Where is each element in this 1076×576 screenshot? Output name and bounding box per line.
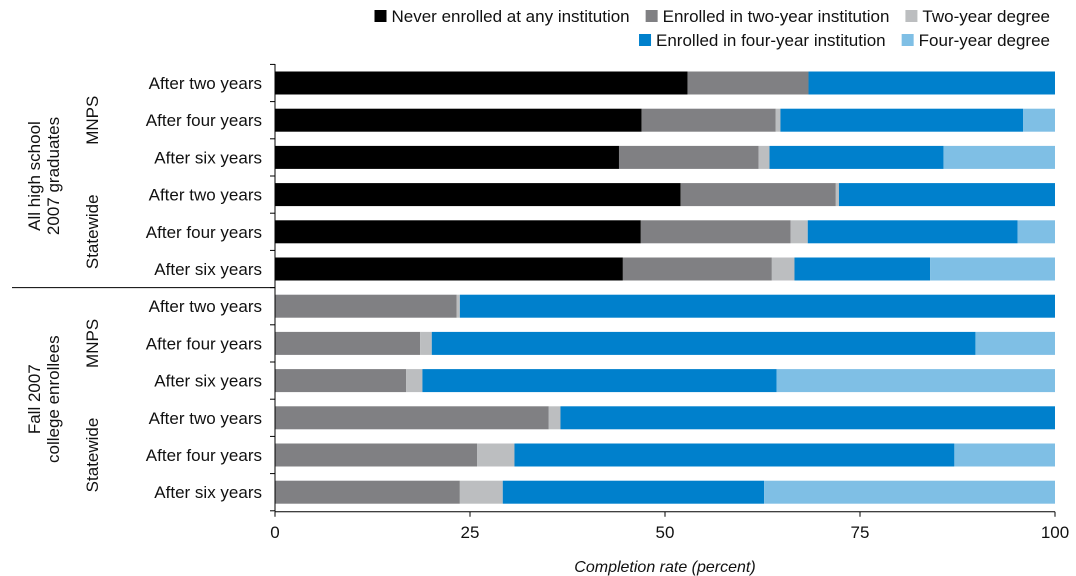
bar-segment-row5-series0 (275, 257, 623, 281)
bar-segment-row8-series3 (422, 369, 777, 393)
x-tick-label: 100 (1041, 523, 1069, 542)
legend-label: Enrolled in four-year institution (656, 31, 886, 50)
bar-segment-row6-series1 (275, 294, 457, 318)
subgroup-label: MNPS (83, 96, 102, 145)
bar-segment-row3-series1 (680, 183, 836, 207)
bar-segment-row7-series2 (420, 331, 432, 355)
bar-segment-row1-series1 (641, 108, 776, 132)
bar-segment-row4-series3 (807, 220, 1018, 244)
subgroup-label: MNPS (83, 319, 102, 368)
bar-segment-row10-series2 (477, 443, 515, 467)
bar-segment-row1-series2 (775, 108, 781, 132)
x-axis-label: Completion rate (percent) (574, 559, 755, 576)
bar-segment-row5-series2 (771, 257, 795, 281)
bar-segment-row1-series0 (275, 108, 642, 132)
bar-segment-row11-series1 (275, 480, 460, 504)
bar-segment-row2-series0 (275, 145, 619, 169)
legend-label: Never enrolled at any institution (392, 7, 630, 26)
bar-segment-row8-series4 (776, 369, 1055, 393)
legend-label: Two-year degree (922, 7, 1050, 26)
bar-segment-row0-series3 (808, 71, 1055, 95)
bar-segment-row11-series2 (459, 480, 503, 504)
group-labels: MNPS Statewide MNPS Statewide All high schoo… (25, 96, 102, 493)
bar-segment-row10-series1 (275, 443, 478, 467)
bar-segment-row5-series1 (622, 257, 772, 281)
bar-segment-row6-series2 (456, 294, 460, 318)
bar-segment-row3-series3 (838, 183, 1055, 207)
bar-segment-row2-series2 (758, 145, 770, 169)
bar-segment-row7-series1 (275, 331, 421, 355)
legend: Never enrolled at any institution Enrolle… (374, 7, 1050, 50)
bar-segment-row9-series1 (275, 406, 549, 430)
row-label: After six years (154, 260, 262, 279)
group-label: Fall 2007college enrollees (25, 335, 63, 463)
row-label: After two years (149, 186, 262, 205)
bar-segment-row4-series1 (640, 220, 791, 244)
bar-segment-row5-series3 (794, 257, 931, 281)
bar-segment-row10-series3 (514, 443, 955, 467)
bar-segment-row1-series3 (780, 108, 1024, 132)
row-label: After four years (146, 446, 262, 465)
bar-segment-row3-series2 (835, 183, 839, 207)
axes: 0 25 50 75 100 (12, 63, 1069, 542)
row-label: After two years (149, 409, 262, 428)
bar-segment-row2-series3 (769, 145, 944, 169)
bar-segment-row1-series4 (1023, 108, 1055, 132)
row-label: After six years (154, 148, 262, 167)
row-label: After two years (149, 297, 262, 316)
x-tick-label: 50 (656, 523, 675, 542)
bar-segment-row6-series3 (459, 294, 1055, 318)
legend-swatch (645, 10, 658, 22)
bar-segment-row7-series4 (975, 331, 1055, 355)
row-label: After four years (146, 111, 262, 130)
legend-label: Four-year degree (919, 31, 1050, 50)
x-tick-label: 75 (851, 523, 870, 542)
bar-segment-row11-series3 (502, 480, 765, 504)
legend-label: Enrolled in two-year institution (663, 7, 890, 26)
legend-swatch (901, 34, 914, 46)
legend-swatch (374, 10, 387, 22)
bar-segment-row0-series0 (275, 71, 688, 95)
subgroup-label: Statewide (83, 418, 102, 493)
bar-segment-row4-series2 (790, 220, 808, 244)
row-label: After four years (146, 334, 262, 353)
bar-segment-row7-series3 (431, 331, 976, 355)
bar-segment-row2-series4 (943, 145, 1055, 169)
bars (275, 71, 1055, 504)
bar-segment-row3-series0 (275, 183, 681, 207)
subgroup-label: Statewide (83, 194, 102, 269)
bar-segment-row4-series4 (1017, 220, 1055, 244)
bar-segment-row0-series1 (687, 71, 809, 95)
row-label: After four years (146, 223, 262, 242)
bar-segment-row8-series1 (275, 369, 407, 393)
row-label: After two years (149, 74, 262, 93)
row-label: After six years (154, 483, 262, 502)
legend-swatch (639, 34, 652, 46)
row-labels: After two years After four years After six… (146, 74, 262, 502)
x-tick-label: 25 (461, 523, 480, 542)
bar-segment-row4-series0 (275, 220, 641, 244)
bar-segment-row11-series4 (764, 480, 1055, 504)
bar-segment-row10-series4 (954, 443, 1055, 467)
bar-segment-row8-series2 (406, 369, 423, 393)
row-label: After six years (154, 372, 262, 391)
legend-swatch (905, 10, 918, 22)
bar-segment-row2-series1 (618, 145, 759, 169)
group-label: All high school2007 graduates (25, 117, 63, 235)
x-tick-label: 0 (270, 523, 279, 542)
bar-segment-row9-series2 (548, 406, 561, 430)
bar-segment-row5-series4 (930, 257, 1055, 281)
bar-segment-row9-series3 (560, 406, 1055, 430)
